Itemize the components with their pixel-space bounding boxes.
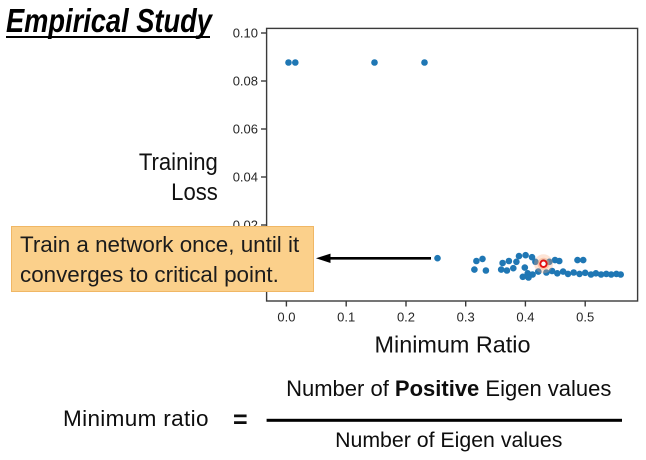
svg-text:0.06: 0.06: [233, 122, 258, 137]
svg-text:0.0: 0.0: [277, 310, 295, 325]
svg-text:0.4: 0.4: [516, 310, 534, 325]
svg-text:0.2: 0.2: [397, 310, 415, 325]
svg-text:0.1: 0.1: [337, 310, 355, 325]
svg-text:0.5: 0.5: [576, 310, 594, 325]
svg-text:Minimum Ratio: Minimum Ratio: [375, 332, 531, 358]
svg-text:0.04: 0.04: [233, 170, 258, 185]
svg-text:0.08: 0.08: [233, 74, 258, 89]
svg-text:0.10: 0.10: [233, 26, 258, 41]
svg-text:0.3: 0.3: [457, 310, 475, 325]
